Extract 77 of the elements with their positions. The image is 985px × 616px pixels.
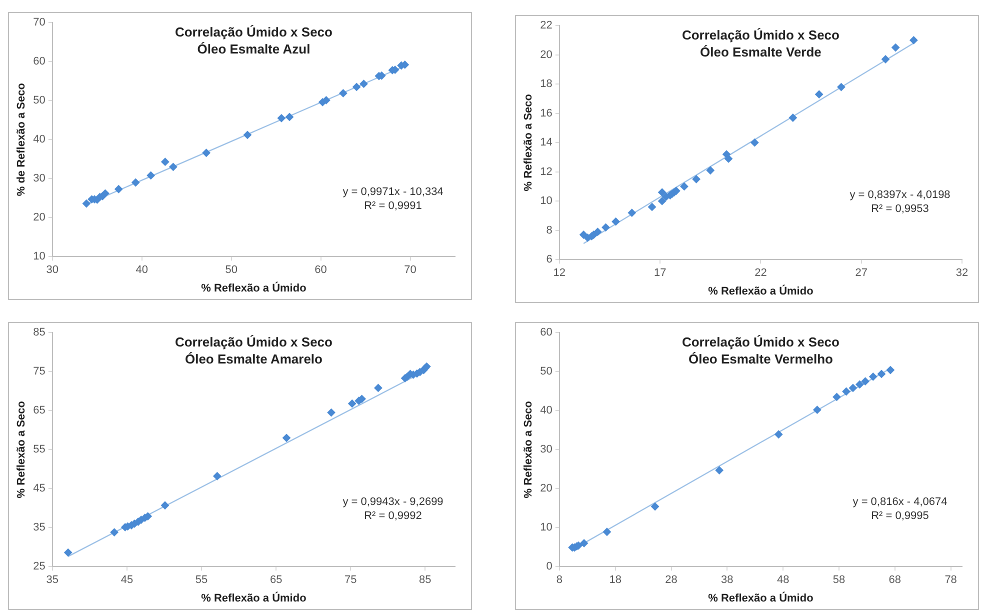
x-tick-label: 68 — [888, 574, 902, 586]
x-tick-label: 75 — [344, 574, 357, 586]
y-tick-label: 55 — [33, 444, 46, 456]
annotation: y = 0,9943x - 9,2699 — [342, 496, 444, 508]
x-tick-label: 28 — [665, 574, 678, 586]
x-tick-label: 18 — [609, 574, 622, 586]
chart-title: Correlação Úmido x Seco — [682, 28, 840, 43]
y-tick-label: 40 — [540, 404, 552, 417]
y-tick-label: 65 — [33, 404, 46, 417]
y-tick-label: 12 — [540, 166, 552, 178]
annotation: y = 0,9971x - 10,334 — [342, 186, 444, 198]
text: Óleo Esmalte Vermelho — [688, 352, 834, 367]
x-axis-title: % Reflexão a Úmido — [201, 591, 307, 604]
x-tick-label: 78 — [944, 574, 957, 586]
text: Óleo Esmalte Verde — [700, 44, 822, 60]
y-tick-label: 10 — [540, 522, 552, 534]
y-tick-label: 50 — [540, 366, 552, 378]
y-axis-title: % de Reflexão a Seco — [16, 82, 28, 196]
y-tick-label: 6 — [546, 254, 552, 266]
y-tick-label: 14 — [540, 136, 552, 149]
y-tick-label: 30 — [33, 172, 46, 185]
x-tick-label: 22 — [754, 267, 767, 280]
x-axis-title: % Reflexão a Úmido — [708, 284, 814, 298]
annotation: R² = 0,9995 — [871, 510, 929, 522]
y-tick-label: 85 — [33, 326, 46, 339]
y-tick-label: 30 — [540, 444, 552, 456]
x-tick-label: 38 — [721, 574, 734, 586]
y-tick-label: 20 — [33, 212, 46, 224]
x-tick-label: 65 — [270, 574, 282, 586]
annotation: y = 0,8397x - 4,0198 — [850, 189, 950, 202]
x-tick-label: 8 — [556, 574, 562, 586]
y-tick-label: 60 — [540, 326, 552, 339]
y-tick-label: 35 — [33, 522, 46, 534]
x-tick-label: 60 — [314, 264, 327, 276]
x-tick-label: 27 — [855, 267, 868, 280]
y-tick-label: 60 — [33, 56, 46, 68]
x-axis-title: % Reflexão a Úmido — [201, 281, 307, 294]
x-tick-label: 32 — [956, 267, 968, 280]
y-tick-label: 0 — [546, 560, 552, 573]
x-tick-label: 58 — [832, 574, 846, 586]
annotation: y = 0,816x - 4,0674 — [852, 496, 948, 508]
y-tick-label: 18 — [540, 78, 552, 90]
chart-title: Correlação Úmido x Seco — [174, 334, 333, 350]
y-tick-label: 10 — [33, 250, 46, 263]
y-axis-title: % Reflexão a Seco — [16, 400, 28, 498]
y-tick-label: 45 — [33, 482, 46, 495]
x-tick-label: 17 — [654, 267, 666, 280]
x-tick-label: 30 — [46, 264, 59, 276]
annotation: R² = 0,9991 — [364, 200, 422, 212]
x-tick-label: 48 — [776, 574, 790, 586]
x-tick-label: 70 — [404, 264, 416, 276]
text: Óleo Esmalte Azul — [197, 42, 310, 57]
x-tick-label: 55 — [195, 574, 208, 586]
x-tick-label: 85 — [419, 574, 432, 586]
x-tick-label: 45 — [120, 574, 134, 586]
chart-title: Correlação Úmido x Seco — [682, 334, 840, 350]
annotation: R² = 0,9992 — [364, 510, 422, 522]
y-tick-label: 25 — [33, 560, 46, 573]
y-tick-label: 40 — [33, 134, 46, 146]
y-tick-label: 22 — [540, 20, 552, 32]
y-tick-label: 75 — [33, 366, 46, 378]
y-tick-label: 10 — [540, 195, 552, 208]
annotation: R² = 0,9953 — [871, 203, 929, 216]
x-tick-label: 35 — [46, 574, 59, 586]
y-tick-label: 20 — [540, 482, 552, 495]
y-axis-title: % Reflexão a Seco — [522, 400, 535, 498]
y-tick-label: 50 — [33, 94, 46, 107]
y-tick-label: 20 — [540, 48, 552, 61]
y-tick-label: 70 — [33, 16, 46, 29]
x-axis-title: % Reflexão a Úmido — [708, 591, 814, 604]
chart-title: Correlação Úmido x Seco — [174, 24, 333, 40]
x-tick-label: 40 — [136, 264, 148, 276]
y-axis-title: % Reflexão a Seco — [522, 94, 535, 192]
y-tick-label: 8 — [546, 224, 552, 236]
y-tick-label: 16 — [540, 107, 552, 120]
x-tick-label: 50 — [225, 264, 238, 276]
text: Óleo Esmalte Amarelo — [184, 352, 323, 367]
